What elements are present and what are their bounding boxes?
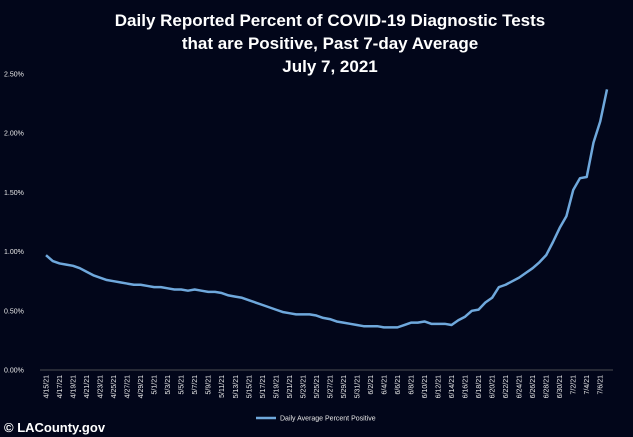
chart-subtitle: July 7, 2021 (282, 57, 377, 76)
x-tick-label: 7/4/21 (584, 375, 591, 395)
x-tick-label: 4/15/21 (44, 375, 51, 398)
x-tick-label: 5/23/21 (300, 375, 307, 398)
y-tick-label: 0.00% (4, 368, 24, 375)
x-tick-label: 5/11/21 (219, 375, 226, 398)
x-tick-label: 5/29/21 (341, 375, 348, 398)
x-tick-label: 5/21/21 (287, 375, 294, 398)
credit: © LACounty.gov (4, 420, 106, 435)
x-tick-label: 6/6/21 (395, 375, 402, 395)
x-tick-label: 5/15/21 (246, 375, 253, 398)
x-tick-label: 6/10/21 (422, 375, 429, 398)
x-tick-label: 6/24/21 (517, 375, 524, 398)
y-tick-label: 0.50% (4, 308, 24, 315)
x-tick-label: 5/1/21 (152, 375, 159, 395)
x-tick-label: 5/13/21 (233, 375, 240, 398)
x-tick-label: 6/8/21 (408, 375, 415, 395)
y-tick-label: 1.00% (4, 249, 24, 256)
x-tick-label: 4/27/21 (125, 375, 132, 398)
x-tick-label: 6/16/21 (463, 375, 470, 398)
x-tick-label: 6/4/21 (381, 375, 388, 395)
x-tick-label: 6/26/21 (530, 375, 537, 398)
chart-title: that are Positive, Past 7-day Average (182, 34, 478, 53)
x-tick-label: 4/21/21 (84, 375, 91, 398)
x-tick-label: 4/19/21 (71, 375, 78, 398)
x-tick-label: 6/30/21 (557, 375, 564, 398)
x-tick-label: 5/5/21 (179, 375, 186, 395)
x-tick-label: 5/9/21 (206, 375, 213, 395)
x-tick-label: 4/17/21 (57, 375, 64, 398)
x-tick-label: 4/29/21 (138, 375, 145, 398)
x-tick-label: 5/17/21 (260, 375, 267, 398)
y-tick-label: 1.50% (4, 190, 24, 197)
chart-title: Daily Reported Percent of COVID-19 Diagn… (115, 11, 545, 30)
x-tick-label: 6/28/21 (544, 375, 551, 398)
x-tick-label: 6/2/21 (368, 375, 375, 395)
x-tick-label: 5/27/21 (327, 375, 334, 398)
x-tick-label: 5/19/21 (273, 375, 280, 398)
x-tick-label: 5/7/21 (192, 375, 199, 395)
y-tick-label: 2.50% (4, 72, 24, 79)
x-tick-label: 6/12/21 (436, 375, 443, 398)
x-tick-label: 4/23/21 (98, 375, 105, 398)
x-tick-label: 6/20/21 (490, 375, 497, 398)
x-tick-label: 7/6/21 (598, 375, 605, 395)
x-tick-label: 7/2/21 (571, 375, 578, 395)
x-tick-label: 6/14/21 (449, 375, 456, 398)
x-tick-label: 5/25/21 (314, 375, 321, 398)
y-tick-label: 2.00% (4, 131, 24, 138)
x-tick-label: 5/31/21 (354, 375, 361, 398)
series-line (45, 89, 609, 329)
x-tick-label: 6/18/21 (476, 375, 483, 398)
x-tick-label: 5/3/21 (165, 375, 172, 395)
x-tick-label: 6/22/21 (503, 375, 510, 398)
legend-label: Daily Average Percent Positive (280, 416, 376, 423)
x-tick-label: 4/25/21 (111, 375, 118, 398)
